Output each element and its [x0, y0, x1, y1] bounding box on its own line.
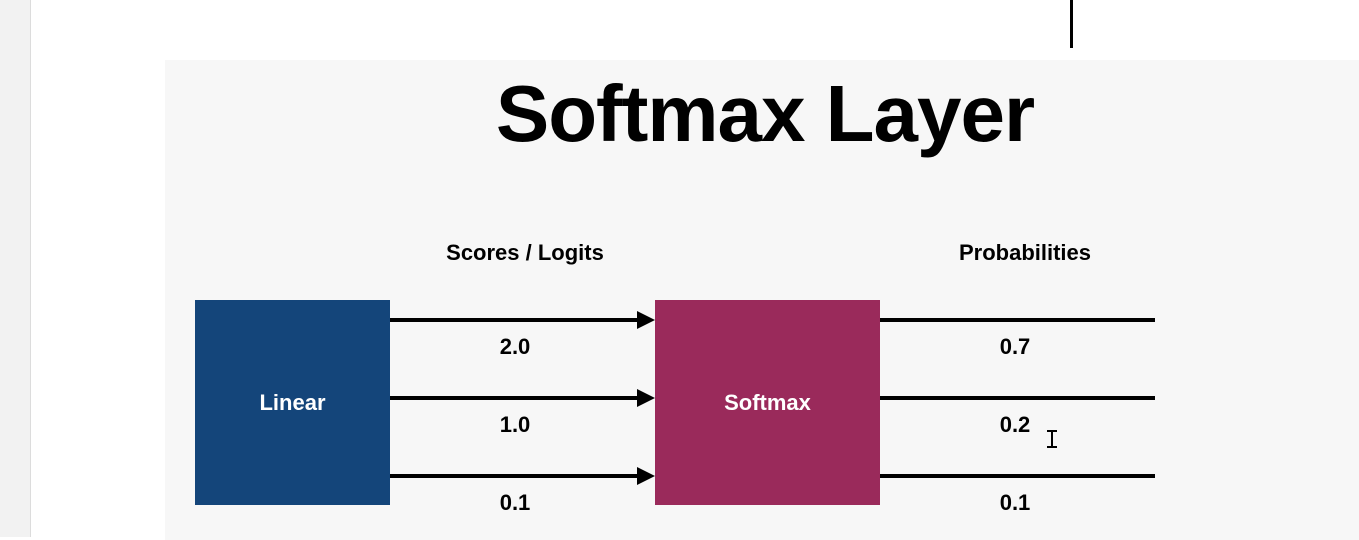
score-value-0: 2.0: [455, 334, 575, 360]
arrow-probs-0: [880, 318, 1155, 322]
section-label-scores: Scores / Logits: [415, 240, 635, 266]
arrow-probs-1: [880, 396, 1155, 400]
slide-title: Softmax Layer: [165, 68, 1359, 160]
block-softmax: Softmax: [655, 300, 880, 505]
prob-value-2: 0.1: [955, 490, 1075, 516]
block-linear-label: Linear: [259, 390, 325, 416]
arrow-scores-head-0: [637, 311, 655, 329]
block-linear: Linear: [195, 300, 390, 505]
arrow-scores-head-1: [637, 389, 655, 407]
arrow-scores-0: [390, 318, 637, 322]
arrow-scores-1: [390, 396, 637, 400]
prob-value-1: 0.2: [955, 412, 1075, 438]
text-caret-top: [1070, 0, 1073, 48]
arrow-probs-2: [880, 474, 1155, 478]
arrow-scores-head-2: [637, 467, 655, 485]
arrow-scores-2: [390, 474, 637, 478]
section-label-probs: Probabilities: [925, 240, 1125, 266]
slide-softmax-layer: Softmax Layer Scores / Logits Probabilit…: [165, 60, 1359, 540]
left-margin: [0, 0, 31, 537]
score-value-1: 1.0: [455, 412, 575, 438]
prob-value-0: 0.7: [955, 334, 1075, 360]
score-value-2: 0.1: [455, 490, 575, 516]
block-softmax-label: Softmax: [724, 390, 811, 416]
